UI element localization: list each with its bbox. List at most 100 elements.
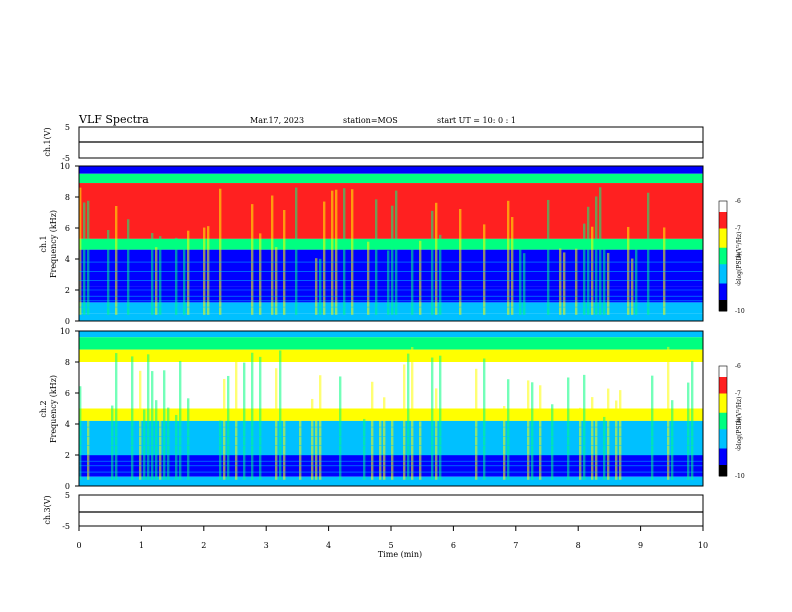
colorbar-segment — [719, 223, 727, 227]
ytick-label: 6 — [65, 389, 70, 398]
colorbar-segment — [719, 412, 727, 416]
spectrogram-streak — [391, 419, 394, 480]
colorbar-segment — [719, 396, 727, 400]
colorbar-segment — [719, 297, 727, 301]
colorbar-segment — [719, 261, 727, 265]
ch2-colorbar: -6 -7 -8 -9 -10 log(PSD)(V²/Hz) — [718, 363, 745, 480]
spectrogram-streak — [583, 223, 586, 315]
spectrogram-streak — [475, 368, 478, 480]
colorbar-segment — [719, 451, 727, 455]
colorbar-segment — [719, 258, 727, 262]
ytick-label: 8 — [65, 358, 70, 367]
colorbar-segment — [719, 269, 727, 273]
spectrogram-streak — [271, 195, 274, 315]
spectrogram-streak — [551, 404, 554, 480]
colorbar-segment — [719, 426, 727, 430]
colorbar-segment — [719, 294, 727, 298]
spectrogram-streak — [219, 188, 222, 315]
xtick-label: 2 — [201, 541, 206, 550]
spectrogram-streak — [603, 242, 606, 315]
spectrogram-streak — [331, 190, 334, 315]
spectrogram-streak — [419, 421, 422, 480]
ch2-spectrogram-image — [79, 331, 703, 486]
colorbar-segment — [719, 286, 727, 290]
spectrogram-streak — [159, 413, 162, 480]
time-axis-ticks: 0 1 2 3 4 5 6 7 8 9 10 — [76, 526, 708, 550]
spectrogram-streak — [547, 199, 550, 315]
spectrogram-streak — [595, 196, 598, 315]
xtick-label: 5 — [388, 541, 393, 550]
spectrogram-band — [79, 362, 703, 409]
colorbar-segment — [719, 236, 727, 240]
spectrogram-streak — [139, 370, 142, 480]
spectrogram-streak — [179, 361, 182, 480]
ytick-label: 0 — [65, 482, 70, 491]
colorbar-segment — [719, 382, 727, 386]
spectrogram-streak — [279, 350, 282, 480]
colorbar-segment — [719, 245, 727, 249]
ytick-label: 8 — [65, 193, 70, 202]
spectrogram-streak — [483, 224, 486, 315]
figure-header: VLF Spectra Mar.17, 2023 station=MOS sta… — [78, 113, 516, 126]
colorbar-segment — [719, 470, 727, 474]
spectrogram-streak — [539, 385, 542, 480]
spectrogram-streak — [167, 407, 170, 480]
ytick-label: 2 — [65, 451, 70, 460]
colorbar-segment — [719, 368, 727, 372]
colorbar-segment — [719, 432, 727, 436]
spectrogram-streak — [175, 414, 178, 480]
spectrogram-streak — [151, 371, 154, 480]
spectrogram-streak — [115, 353, 118, 480]
spectrogram-streak — [575, 248, 578, 315]
spectrogram-band — [79, 476, 703, 486]
spectrogram-streak — [563, 252, 566, 315]
spectrogram-streak — [407, 353, 410, 480]
colorbar-tick-label: -6 — [735, 363, 741, 370]
spectrogram-streak — [483, 358, 486, 480]
spectrogram-streak — [651, 375, 654, 480]
xtick-label: 7 — [513, 541, 518, 550]
spectrogram-streak — [299, 408, 302, 480]
colorbar-segment — [719, 465, 727, 469]
spectrogram-streak — [235, 353, 238, 480]
xtick-label: 10 — [698, 541, 708, 550]
ytick-label: 4 — [65, 420, 70, 429]
spectrogram-streak — [687, 382, 690, 480]
colorbar-segment — [719, 242, 727, 246]
colorbar-segment — [719, 462, 727, 466]
colorbar-tick-label: -9 — [735, 281, 741, 288]
colorbar-segment — [719, 267, 727, 271]
spectrogram-streak — [435, 388, 438, 480]
start-time-label: start UT = 10: 0 : 1 — [437, 116, 516, 125]
colorbar-segment — [719, 203, 727, 207]
spectrogram-band — [79, 331, 703, 338]
colorbar-segment — [719, 377, 727, 381]
colorbar-segment — [719, 256, 727, 260]
time-axis-label: Time (min) — [378, 550, 422, 559]
figure-title: VLF Spectra — [78, 113, 149, 126]
spectrogram-streak — [591, 226, 594, 315]
spectrogram-streak — [275, 368, 278, 480]
colorbar-segment — [719, 421, 727, 425]
spectrogram-streak — [183, 244, 186, 315]
spectrogram-streak — [607, 388, 610, 480]
colorbar-segment — [719, 423, 727, 427]
spectrogram-streak — [163, 370, 166, 480]
colorbar-frame — [718, 365, 728, 477]
spectrogram-streak — [315, 258, 318, 315]
colorbar-segment — [719, 201, 727, 205]
colorbar-segment — [719, 220, 727, 224]
spectrogram-streak — [503, 406, 506, 480]
colorbar-segment — [719, 401, 727, 405]
spectrogram-streak — [259, 356, 262, 480]
spectrogram-streak — [111, 405, 114, 480]
spectrogram-streak — [435, 202, 438, 315]
ch3-waveform-ylabel: ch.3(V) — [43, 495, 52, 524]
spectrogram-streak — [387, 250, 390, 315]
spectrogram-band — [79, 349, 703, 362]
xtick-label: 1 — [139, 541, 144, 550]
colorbar-segment — [719, 385, 727, 389]
spectrogram-streak — [371, 381, 374, 480]
spectrogram-streak — [159, 236, 162, 315]
